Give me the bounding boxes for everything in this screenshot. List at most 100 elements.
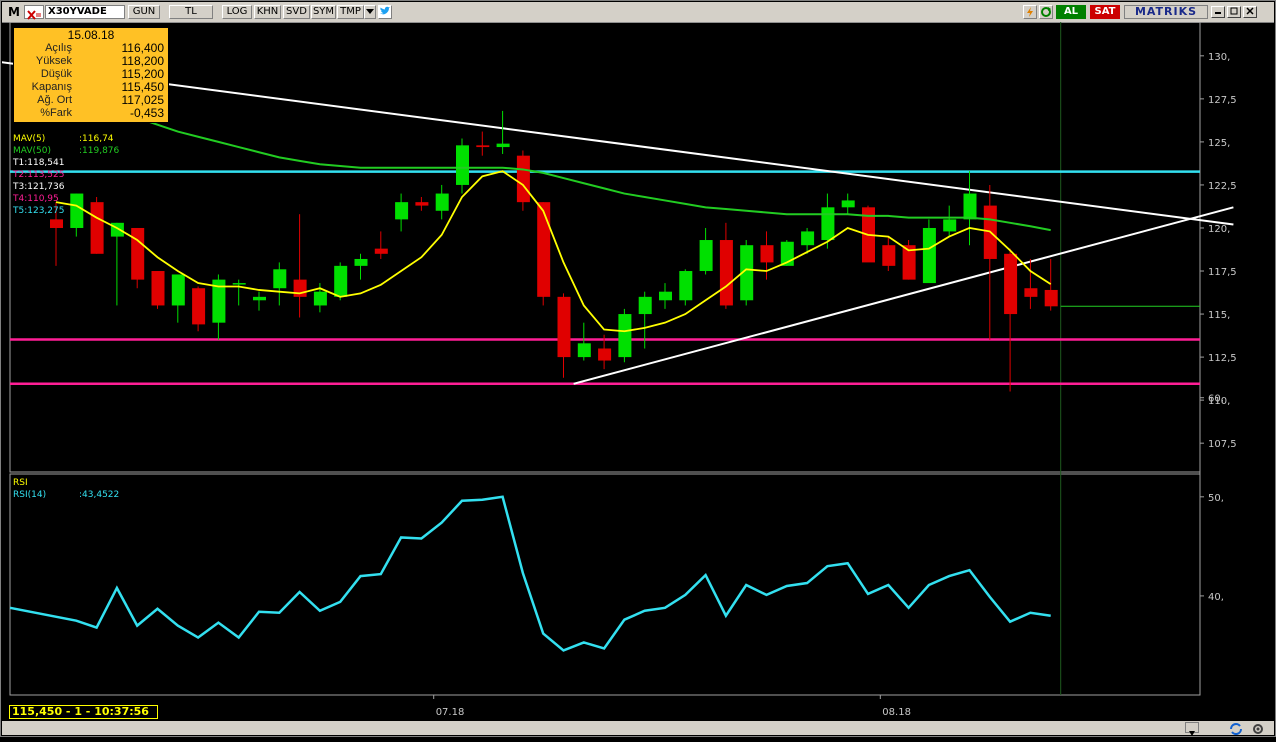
legend-mav5: MAV(5):116,74 [13,133,114,145]
candle-body [192,288,206,325]
candle-body [902,245,916,280]
candle-body [882,245,896,266]
candle-body [293,279,307,297]
info-value: 115,450 [121,80,165,94]
settings-icon[interactable] [1250,721,1266,735]
info-label: Düşük [40,68,72,80]
symbol-field[interactable]: X30YVADE [45,5,125,19]
ohlc-info-panel: 15.08.18 Açılış 116,400 Yüksek 118,200 Düş… [13,27,169,123]
bottom-scrollbar[interactable] [2,721,1274,736]
candle-body [232,283,246,285]
legend-mav50-value: :119,876 [79,146,120,156]
candle-body [253,296,266,301]
candle-body [537,202,551,297]
scroll-arrow-icon[interactable] [1185,722,1199,736]
minimize-icon[interactable] [1211,6,1225,18]
candle-body [131,227,145,280]
legend-t4: T4:110,95 [13,194,59,204]
rsi-title: RSI [13,478,28,488]
alarm-icon[interactable] [1023,5,1037,19]
info-value: -0,453 [129,106,164,120]
y-tick-label: 120, [1208,224,1230,235]
candle-body [801,231,815,246]
candle-body [1024,288,1038,297]
candle-body [313,291,327,306]
candle-body [90,202,104,254]
y-tick-label: 117,5 [1208,267,1237,278]
y-tick-label: 115, [1208,310,1230,321]
rsi-legend: RSI(14):43,4522 [13,489,119,501]
info-value: 116,400 [121,41,165,55]
candle-body [212,279,226,323]
svd-button[interactable]: SVD [283,5,310,19]
currency-tl-button[interactable]: TL [169,5,213,19]
sym-button[interactable]: SYM [311,5,336,19]
candle-body [476,145,490,148]
info-value: 118,200 [121,54,165,68]
candle-body [598,348,612,361]
candle-body [760,245,774,263]
rsi-panel-frame [9,473,1201,696]
template-button[interactable]: TMP [337,5,364,19]
info-label: %Fark [40,107,72,119]
candle-body [435,193,449,211]
maximize-icon[interactable] [1227,6,1241,18]
candle-body [415,202,429,206]
buy-button[interactable]: AL [1056,5,1086,19]
legend-mav50: MAV(50):119,876 [13,145,119,157]
log-scale-button[interactable]: LOG [222,5,252,19]
candle-body [740,245,754,301]
close-symbol-icon[interactable] [24,5,44,20]
candle-body [699,240,713,272]
app-logo: M [8,5,20,19]
info-row-close: Kapanış 115,450 [14,81,168,94]
candle-body [354,258,368,266]
info-row-wavg: Ağ. Ort 117,025 [14,94,168,107]
candle-body [659,291,672,301]
rsi-legend-value: :43,4522 [79,490,120,500]
candle-body [110,222,124,237]
y-tick-label: 127,5 [1208,95,1237,106]
rsi-line [9,495,1051,652]
candle-body [50,219,63,228]
info-label: Açılış [45,42,72,54]
chart-toolbar: M X30YVADE GUN TL LOG KHN SVD SYM TMP AL… [2,2,1274,23]
candle-body [638,296,652,315]
y-tick-label: 125, [1208,138,1230,149]
candle-body [171,274,185,306]
info-date: 15.08.18 [67,28,115,42]
candle-body [70,193,84,228]
period-day-button[interactable]: GUN [128,5,160,19]
twitter-icon[interactable] [378,5,392,19]
legend-t5: T5:123,275 [13,206,65,216]
candle-body [841,200,855,208]
legend-mav5-value: :116,74 [79,134,114,144]
x-tick-label: 08.18 [882,707,911,718]
chart-area[interactable]: 107,5 110, 112,5 115, 117,5 120, 122,5 125, 127,… [2,22,1274,722]
candle-body [719,240,733,306]
y-tick-label: 122,5 [1208,181,1237,192]
sell-button[interactable]: SAT [1090,5,1120,19]
info-row-high: Yüksek 118,200 [14,55,168,68]
candle-body [395,202,409,220]
x-tick-label: 07.18 [436,707,465,718]
template-dropdown-icon[interactable] [364,5,376,19]
khn-button[interactable]: KHN [254,5,281,19]
y-tick-label: 107,5 [1208,439,1237,450]
refresh-icon[interactable] [1039,5,1053,19]
close-icon[interactable] [1243,6,1257,18]
y-tick-label: 110, [1208,396,1230,407]
sync-icon[interactable] [1228,721,1244,735]
candle-body [374,248,388,254]
y-tick-label: 112,5 [1208,353,1237,364]
rsi-y-tick-label: 60, [1208,394,1224,405]
mav50-line [55,80,1051,232]
info-label: Yüksek [35,55,72,67]
info-label: Kapanış [31,81,72,93]
status-readout: 115,450 - 1 - 10:37:56 [9,705,158,719]
price-panel-frame [9,22,1201,473]
rsi-y-tick-label: 40, [1208,592,1224,603]
info-row-open: Açılış 116,400 [14,42,168,55]
candle-body [922,227,936,284]
